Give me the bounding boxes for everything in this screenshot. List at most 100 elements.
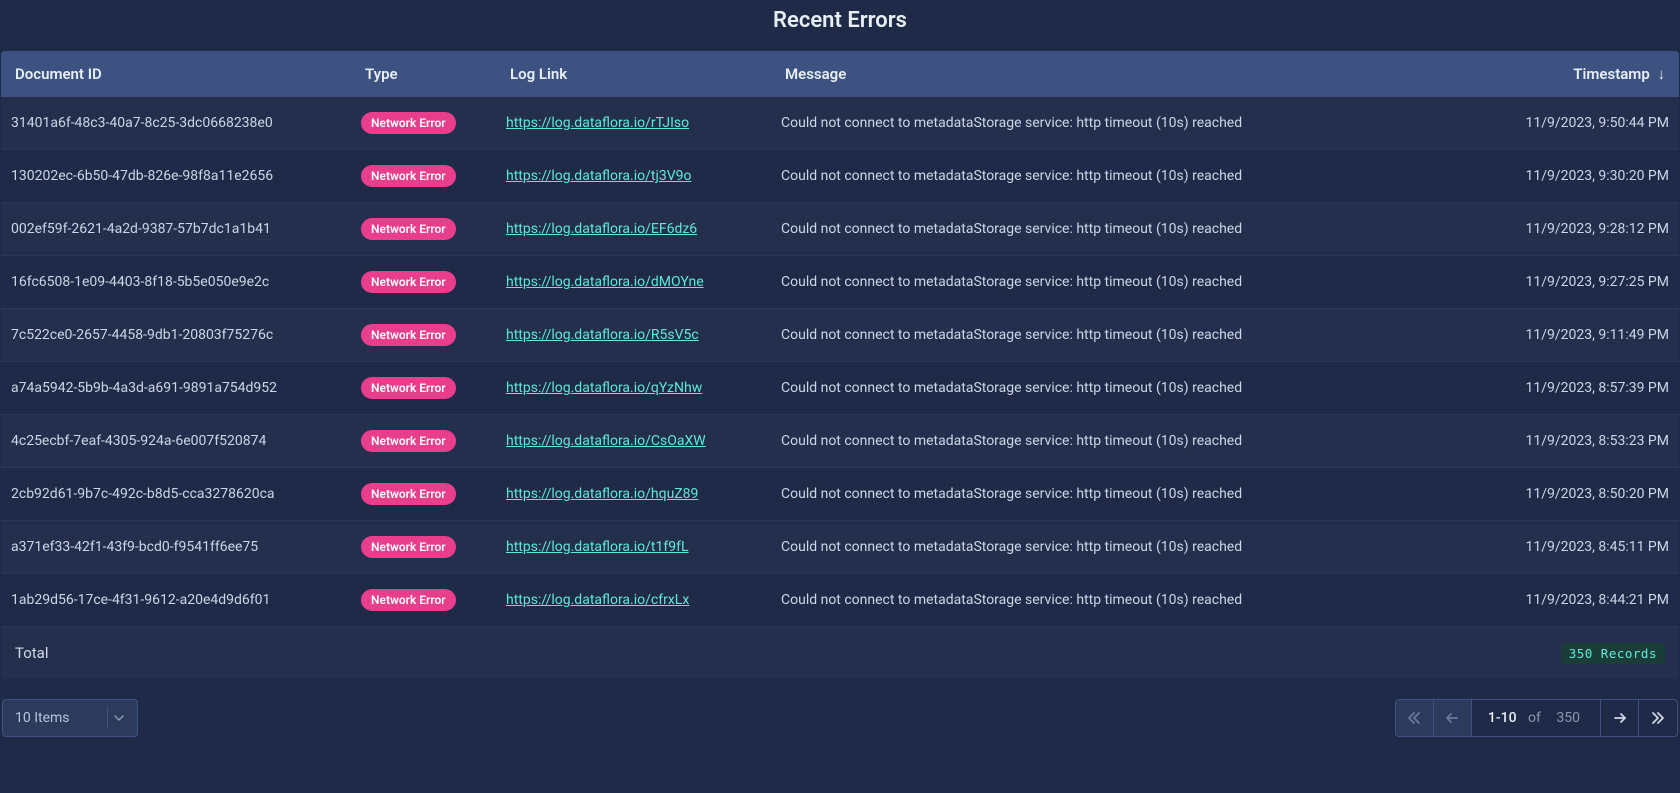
cell-timestamp: 11/9/2023, 9:11:49 PM (1474, 327, 1669, 343)
chevrons-right-icon (1650, 710, 1666, 726)
table-row[interactable]: 1ab29d56-17ce-4f31-9612-a20e4d9d6f01Netw… (1, 574, 1679, 627)
cell-log-link: https://log.dataflora.io/rTJIso (506, 115, 781, 131)
log-link[interactable]: https://log.dataflora.io/R5sV5c (506, 327, 699, 343)
cell-log-link: https://log.dataflora.io/qYzNhw (506, 380, 781, 396)
log-link[interactable]: https://log.dataflora.io/EF6dz6 (506, 221, 697, 237)
cell-log-link: https://log.dataflora.io/hquZ89 (506, 486, 781, 502)
arrow-left-icon (1444, 710, 1460, 726)
column-header-type[interactable]: Type (365, 65, 510, 83)
sort-desc-icon: ↓ (1658, 65, 1666, 83)
table-row[interactable]: 002ef59f-2621-4a2d-9387-57b7dc1a1b41Netw… (1, 203, 1679, 256)
cell-type: Network Error (361, 377, 506, 399)
error-type-badge: Network Error (361, 324, 456, 346)
log-link[interactable]: https://log.dataflora.io/rTJIso (506, 115, 689, 131)
cell-log-link: https://log.dataflora.io/EF6dz6 (506, 221, 781, 237)
page-range-indicator: 1-10 of 350 (1472, 700, 1601, 736)
cell-message: Could not connect to metadataStorage ser… (781, 115, 1474, 131)
prev-page-button (1434, 700, 1472, 736)
errors-table: Document ID Type Log Link Message Timest… (1, 51, 1679, 679)
cell-document-id: 1ab29d56-17ce-4f31-9612-a20e4d9d6f01 (11, 592, 361, 608)
pagination-bar: 10 Items 1-10 of 350 (0, 699, 1680, 737)
cell-document-id: 4c25ecbf-7eaf-4305-924a-6e007f520874 (11, 433, 361, 449)
cell-message: Could not connect to metadataStorage ser… (781, 221, 1474, 237)
table-footer: Total 350 Records (1, 627, 1679, 679)
cell-type: Network Error (361, 112, 506, 134)
page-range: 1-10 (1488, 710, 1517, 726)
table-row[interactable]: 130202ec-6b50-47db-826e-98f8a11e2656Netw… (1, 150, 1679, 203)
table-row[interactable]: a74a5942-5b9b-4a3d-a691-9891a754d952Netw… (1, 362, 1679, 415)
cell-document-id: a74a5942-5b9b-4a3d-a691-9891a754d952 (11, 380, 361, 396)
table-row[interactable]: 31401a6f-48c3-40a7-8c25-3dc0668238e0Netw… (1, 97, 1679, 150)
cell-document-id: 7c522ce0-2657-4458-9db1-20803f75276c (11, 327, 361, 343)
cell-timestamp: 11/9/2023, 8:44:21 PM (1474, 592, 1669, 608)
table-row[interactable]: 4c25ecbf-7eaf-4305-924a-6e007f520874Netw… (1, 415, 1679, 468)
table-row[interactable]: 2cb92d61-9b7c-492c-b8d5-cca3278620caNetw… (1, 468, 1679, 521)
error-type-badge: Network Error (361, 165, 456, 187)
cell-type: Network Error (361, 165, 506, 187)
cell-document-id: 31401a6f-48c3-40a7-8c25-3dc0668238e0 (11, 115, 361, 131)
next-page-button[interactable] (1601, 700, 1639, 736)
chevrons-left-icon (1406, 710, 1422, 726)
cell-log-link: https://log.dataflora.io/t1f9fL (506, 539, 781, 555)
column-header-message[interactable]: Message (785, 65, 1470, 83)
chevron-down-icon (107, 707, 129, 729)
page-total (1547, 710, 1550, 726)
first-page-button (1396, 700, 1434, 736)
error-type-badge: Network Error (361, 589, 456, 611)
table-row[interactable]: a371ef33-42f1-43f9-bcd0-f9541ff6ee75Netw… (1, 521, 1679, 574)
cell-type: Network Error (361, 271, 506, 293)
table-row[interactable]: 16fc6508-1e09-4403-8f18-5b5e050e9e2cNetw… (1, 256, 1679, 309)
cell-log-link: https://log.dataflora.io/cfrxLx (506, 592, 781, 608)
cell-log-link: https://log.dataflora.io/R5sV5c (506, 327, 781, 343)
log-link[interactable]: https://log.dataflora.io/t1f9fL (506, 539, 689, 555)
log-link[interactable]: https://log.dataflora.io/CsOaXW (506, 433, 706, 449)
last-page-button[interactable] (1639, 700, 1677, 736)
arrow-right-icon (1612, 710, 1628, 726)
log-link[interactable]: https://log.dataflora.io/hquZ89 (506, 486, 698, 502)
cell-document-id: 002ef59f-2621-4a2d-9387-57b7dc1a1b41 (11, 221, 361, 237)
error-type-badge: Network Error (361, 483, 456, 505)
cell-type: Network Error (361, 589, 506, 611)
cell-type: Network Error (361, 218, 506, 240)
cell-message: Could not connect to metadataStorage ser… (781, 592, 1474, 608)
table-header-row: Document ID Type Log Link Message Timest… (1, 51, 1679, 97)
page-of-word: of (1528, 710, 1541, 726)
cell-message: Could not connect to metadataStorage ser… (781, 486, 1474, 502)
column-header-timestamp-label: Timestamp (1573, 65, 1650, 83)
column-header-log-link[interactable]: Log Link (510, 65, 785, 83)
page-size-label: 10 Items (15, 710, 70, 726)
cell-type: Network Error (361, 324, 506, 346)
table-body: 31401a6f-48c3-40a7-8c25-3dc0668238e0Netw… (1, 97, 1679, 627)
column-header-document-id[interactable]: Document ID (15, 65, 365, 83)
log-link[interactable]: https://log.dataflora.io/tj3V9o (506, 168, 691, 184)
cell-log-link: https://log.dataflora.io/tj3V9o (506, 168, 781, 184)
page-size-select[interactable]: 10 Items (2, 699, 138, 737)
page-title: Recent Errors (0, 0, 1680, 51)
error-type-badge: Network Error (361, 377, 456, 399)
error-type-badge: Network Error (361, 271, 456, 293)
table-row[interactable]: 7c522ce0-2657-4458-9db1-20803f75276cNetw… (1, 309, 1679, 362)
cell-document-id: 130202ec-6b50-47db-826e-98f8a11e2656 (11, 168, 361, 184)
cell-type: Network Error (361, 536, 506, 558)
log-link[interactable]: https://log.dataflora.io/dMOYne (506, 274, 704, 290)
cell-message: Could not connect to metadataStorage ser… (781, 433, 1474, 449)
cell-timestamp: 11/9/2023, 9:27:25 PM (1474, 274, 1669, 290)
cell-timestamp: 11/9/2023, 8:53:23 PM (1474, 433, 1669, 449)
cell-document-id: 2cb92d61-9b7c-492c-b8d5-cca3278620ca (11, 486, 361, 502)
cell-timestamp: 11/9/2023, 8:50:20 PM (1474, 486, 1669, 502)
column-header-timestamp[interactable]: Timestamp ↓ (1470, 65, 1665, 83)
records-count-badge: 350 Records (1561, 643, 1665, 664)
log-link[interactable]: https://log.dataflora.io/qYzNhw (506, 380, 702, 396)
cell-log-link: https://log.dataflora.io/dMOYne (506, 274, 781, 290)
cell-type: Network Error (361, 483, 506, 505)
log-link[interactable]: https://log.dataflora.io/cfrxLx (506, 592, 689, 608)
error-type-badge: Network Error (361, 112, 456, 134)
cell-timestamp: 11/9/2023, 9:50:44 PM (1474, 115, 1669, 131)
cell-message: Could not connect to metadataStorage ser… (781, 168, 1474, 184)
cell-timestamp: 11/9/2023, 8:45:11 PM (1474, 539, 1669, 555)
cell-timestamp: 11/9/2023, 9:30:20 PM (1474, 168, 1669, 184)
cell-document-id: 16fc6508-1e09-4403-8f18-5b5e050e9e2c (11, 274, 361, 290)
cell-document-id: a371ef33-42f1-43f9-bcd0-f9541ff6ee75 (11, 539, 361, 555)
cell-message: Could not connect to metadataStorage ser… (781, 327, 1474, 343)
pagination-controls: 1-10 of 350 (1395, 699, 1678, 737)
